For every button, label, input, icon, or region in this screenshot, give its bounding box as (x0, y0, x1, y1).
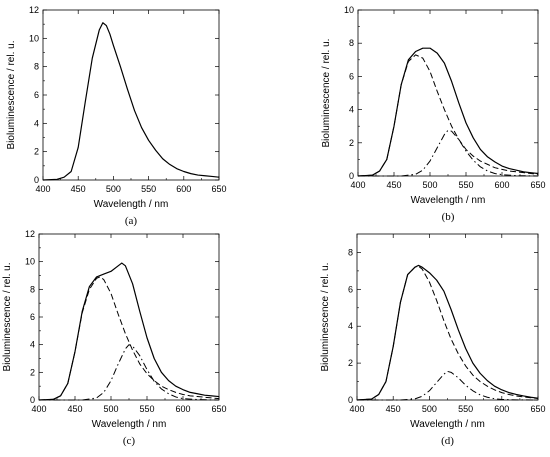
x-tick-label: 550 (139, 404, 154, 414)
x-tick-label: 400 (31, 404, 46, 414)
y-tick-label: 10 (25, 257, 35, 267)
chart-panel-3: 400 450 500 550 600 650 0 2 4 6 8 10 12 Wavelength / … (2, 229, 227, 447)
x-axis-title: Wavelength / nm (411, 195, 486, 206)
series-line-dashed (357, 54, 539, 177)
x-tick-label: 500 (422, 404, 437, 414)
x-tick-label: 500 (422, 180, 437, 190)
x-tick-label: 450 (67, 404, 82, 414)
x-tick-label: 450 (386, 180, 401, 190)
y-tick-label: 8 (348, 247, 353, 257)
x-tick-label: 400 (349, 404, 364, 414)
y-tick-label: 2 (34, 147, 39, 157)
y-tick-label: 0 (348, 395, 353, 405)
x-tick-label: 550 (458, 180, 473, 190)
panel-label: (a) (125, 215, 138, 227)
x-tick-label: 600 (175, 404, 190, 414)
y-tick-label: 2 (348, 358, 353, 368)
y-tick-label: 0 (34, 175, 39, 185)
series-line-dash-dot (357, 370, 539, 401)
series-line-dashed (38, 276, 220, 401)
y-tick-label: 6 (34, 90, 39, 100)
series-line-solid (357, 47, 539, 177)
x-tick-label: 600 (494, 404, 509, 414)
series-line-dash-dot (39, 344, 220, 401)
y-tick-label: 8 (30, 284, 35, 294)
x-tick-label: 600 (494, 180, 509, 190)
x-axis-title: Wavelength / nm (94, 199, 169, 210)
y-axis-title: Bioluminescence / rel. u. (320, 263, 331, 372)
y-tick-label: 6 (349, 71, 354, 81)
plot-frame (356, 233, 539, 401)
y-tick-label: 2 (30, 367, 35, 377)
x-tick-label: 550 (141, 184, 156, 194)
y-axis-title: Bioluminescence / rel. u. (6, 41, 17, 150)
x-tick-label: 500 (106, 184, 121, 194)
y-tick-label: 8 (34, 62, 39, 72)
y-tick-label: 12 (25, 229, 35, 239)
y-tick-label: 0 (349, 171, 354, 181)
series-line-solid (38, 262, 220, 401)
x-tick-label: 650 (211, 184, 226, 194)
x-tick-label: 450 (71, 184, 86, 194)
x-tick-label: 650 (530, 180, 545, 190)
series-line-solid (42, 22, 220, 181)
plot-frame (38, 233, 220, 401)
chart-panel-2: 400 450 500 550 600 650 0 2 4 6 8 10 Wavelength / nm… (321, 5, 546, 223)
y-tick-label: 10 (344, 5, 354, 15)
chart-panel-4: 400 450 500 550 600 650 0 2 4 6 8 Wavelength / nm Bi… (320, 233, 546, 447)
panel-label: (d) (441, 435, 454, 447)
plot-frame (357, 9, 539, 177)
x-axis-title: Wavelength / nm (410, 419, 485, 430)
x-tick-label: 550 (458, 404, 473, 414)
x-tick-label: 650 (530, 404, 545, 414)
x-axis-title: Wavelength / nm (92, 419, 167, 430)
y-tick-label: 2 (349, 138, 354, 148)
plot-frame (42, 9, 220, 181)
panel-label: (c) (123, 435, 136, 447)
panel-label: (b) (442, 211, 455, 223)
x-tick-label: 400 (35, 184, 50, 194)
series-line-dash-dot (358, 129, 539, 177)
y-tick-label: 6 (348, 284, 353, 294)
y-axis-title: Bioluminescence / rel. u. (321, 39, 332, 148)
x-tick-label: 400 (350, 180, 365, 190)
y-axis-title: Bioluminescence / rel. u. (2, 263, 13, 372)
series-line-solid (356, 264, 539, 401)
y-tick-label: 6 (30, 312, 35, 322)
x-tick-label: 650 (211, 404, 226, 414)
y-tick-label: 12 (29, 5, 39, 15)
y-tick-label: 4 (348, 321, 353, 331)
x-tick-label: 600 (176, 184, 191, 194)
chart-panel-1: 400 450 500 550 600 650 0 2 4 6 8 10 12 Wavelength / … (6, 5, 227, 227)
y-tick-label: 4 (349, 105, 354, 115)
y-tick-label: 0 (30, 395, 35, 405)
x-tick-label: 450 (386, 404, 401, 414)
y-tick-label: 10 (29, 33, 39, 43)
y-tick-label: 8 (349, 38, 354, 48)
y-tick-label: 4 (30, 340, 35, 350)
x-tick-label: 500 (103, 404, 118, 414)
y-tick-label: 4 (34, 118, 39, 128)
series-line-dashed (356, 265, 539, 401)
